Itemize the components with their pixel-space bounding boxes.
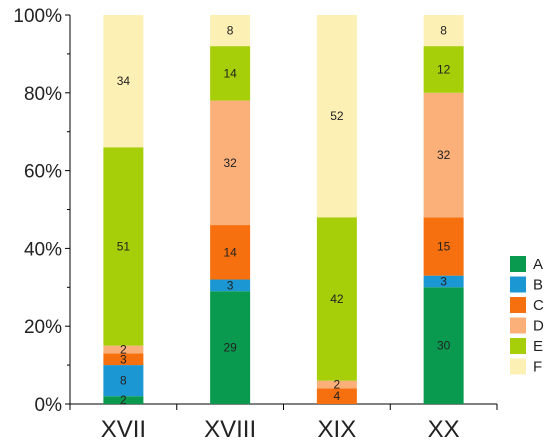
data-label: 52	[330, 109, 344, 123]
legend-label: C	[533, 297, 544, 314]
data-label: 12	[437, 62, 451, 76]
axes: 0% 20% 40% 60% 80% 100% XVII XVIII XIX XX	[13, 6, 498, 440]
y-tick-label: 40%	[24, 239, 62, 260]
bar-segment	[316, 15, 357, 218]
y-tick-label: 20%	[24, 317, 62, 338]
legend-swatch	[510, 276, 526, 293]
data-label: 51	[117, 239, 131, 253]
y-tick-label: 0%	[35, 395, 63, 416]
bar-segment	[423, 287, 464, 404]
legend-label: A	[533, 256, 543, 273]
data-label: 8	[120, 374, 127, 388]
data-label: 3	[440, 274, 447, 288]
legend-swatch	[510, 256, 526, 272]
data-label: 8	[440, 24, 447, 38]
legend-swatch	[510, 297, 526, 313]
bar-segment	[103, 365, 144, 397]
data-label: 8	[227, 24, 234, 38]
data-label: 4	[334, 389, 341, 403]
legend-label: D	[533, 318, 544, 335]
data-label: 2	[334, 378, 341, 392]
x-tick-label: XVII	[101, 416, 146, 440]
data-label: 2	[120, 393, 127, 407]
bar-segment	[423, 92, 464, 218]
bars	[103, 15, 464, 404]
bar-segment	[103, 353, 144, 366]
bar-segment	[210, 291, 251, 404]
legend-swatch	[510, 358, 526, 375]
y-tick-label: 80%	[24, 84, 62, 105]
bar-segment	[210, 15, 251, 47]
bar-segment	[210, 225, 251, 280]
data-label: 30	[437, 339, 451, 353]
x-tick-label: XX	[428, 416, 460, 440]
bar-segment	[103, 345, 144, 354]
bar-segment	[423, 217, 464, 276]
bar-segment	[423, 275, 464, 288]
x-tick-label: XIX	[318, 416, 357, 440]
data-label: 42	[330, 292, 344, 306]
data-label: 29	[223, 341, 237, 355]
bar-segment	[316, 380, 357, 389]
data-label: 32	[223, 156, 237, 170]
data-label: 32	[437, 148, 451, 162]
legend-swatch	[510, 317, 526, 334]
bar-segment	[316, 217, 357, 381]
data-label: 3	[227, 278, 234, 292]
legend-label: F	[533, 359, 542, 376]
legend-swatch	[510, 338, 526, 354]
bar-segment	[423, 15, 464, 47]
bar-segment	[210, 46, 251, 101]
data-label: 34	[117, 74, 131, 88]
data-label: 3	[120, 352, 127, 366]
bar-segment	[103, 396, 144, 404]
data-label: 15	[437, 239, 451, 253]
legend-label: E	[533, 338, 543, 355]
bar-segment	[210, 100, 251, 226]
bar-segment	[103, 15, 144, 148]
bar-segment	[316, 388, 357, 404]
data-label: 2	[120, 343, 127, 357]
data-label: 14	[223, 245, 237, 259]
legend-label: B	[533, 277, 543, 294]
x-tick-label: XVIII	[204, 416, 256, 440]
bar-segment	[210, 279, 251, 292]
y-tick-label: 60%	[24, 162, 62, 183]
y-tick-label: 100%	[13, 6, 62, 27]
bar-segment	[103, 147, 144, 346]
data-label: 14	[223, 66, 237, 80]
bar-segment	[423, 46, 464, 93]
